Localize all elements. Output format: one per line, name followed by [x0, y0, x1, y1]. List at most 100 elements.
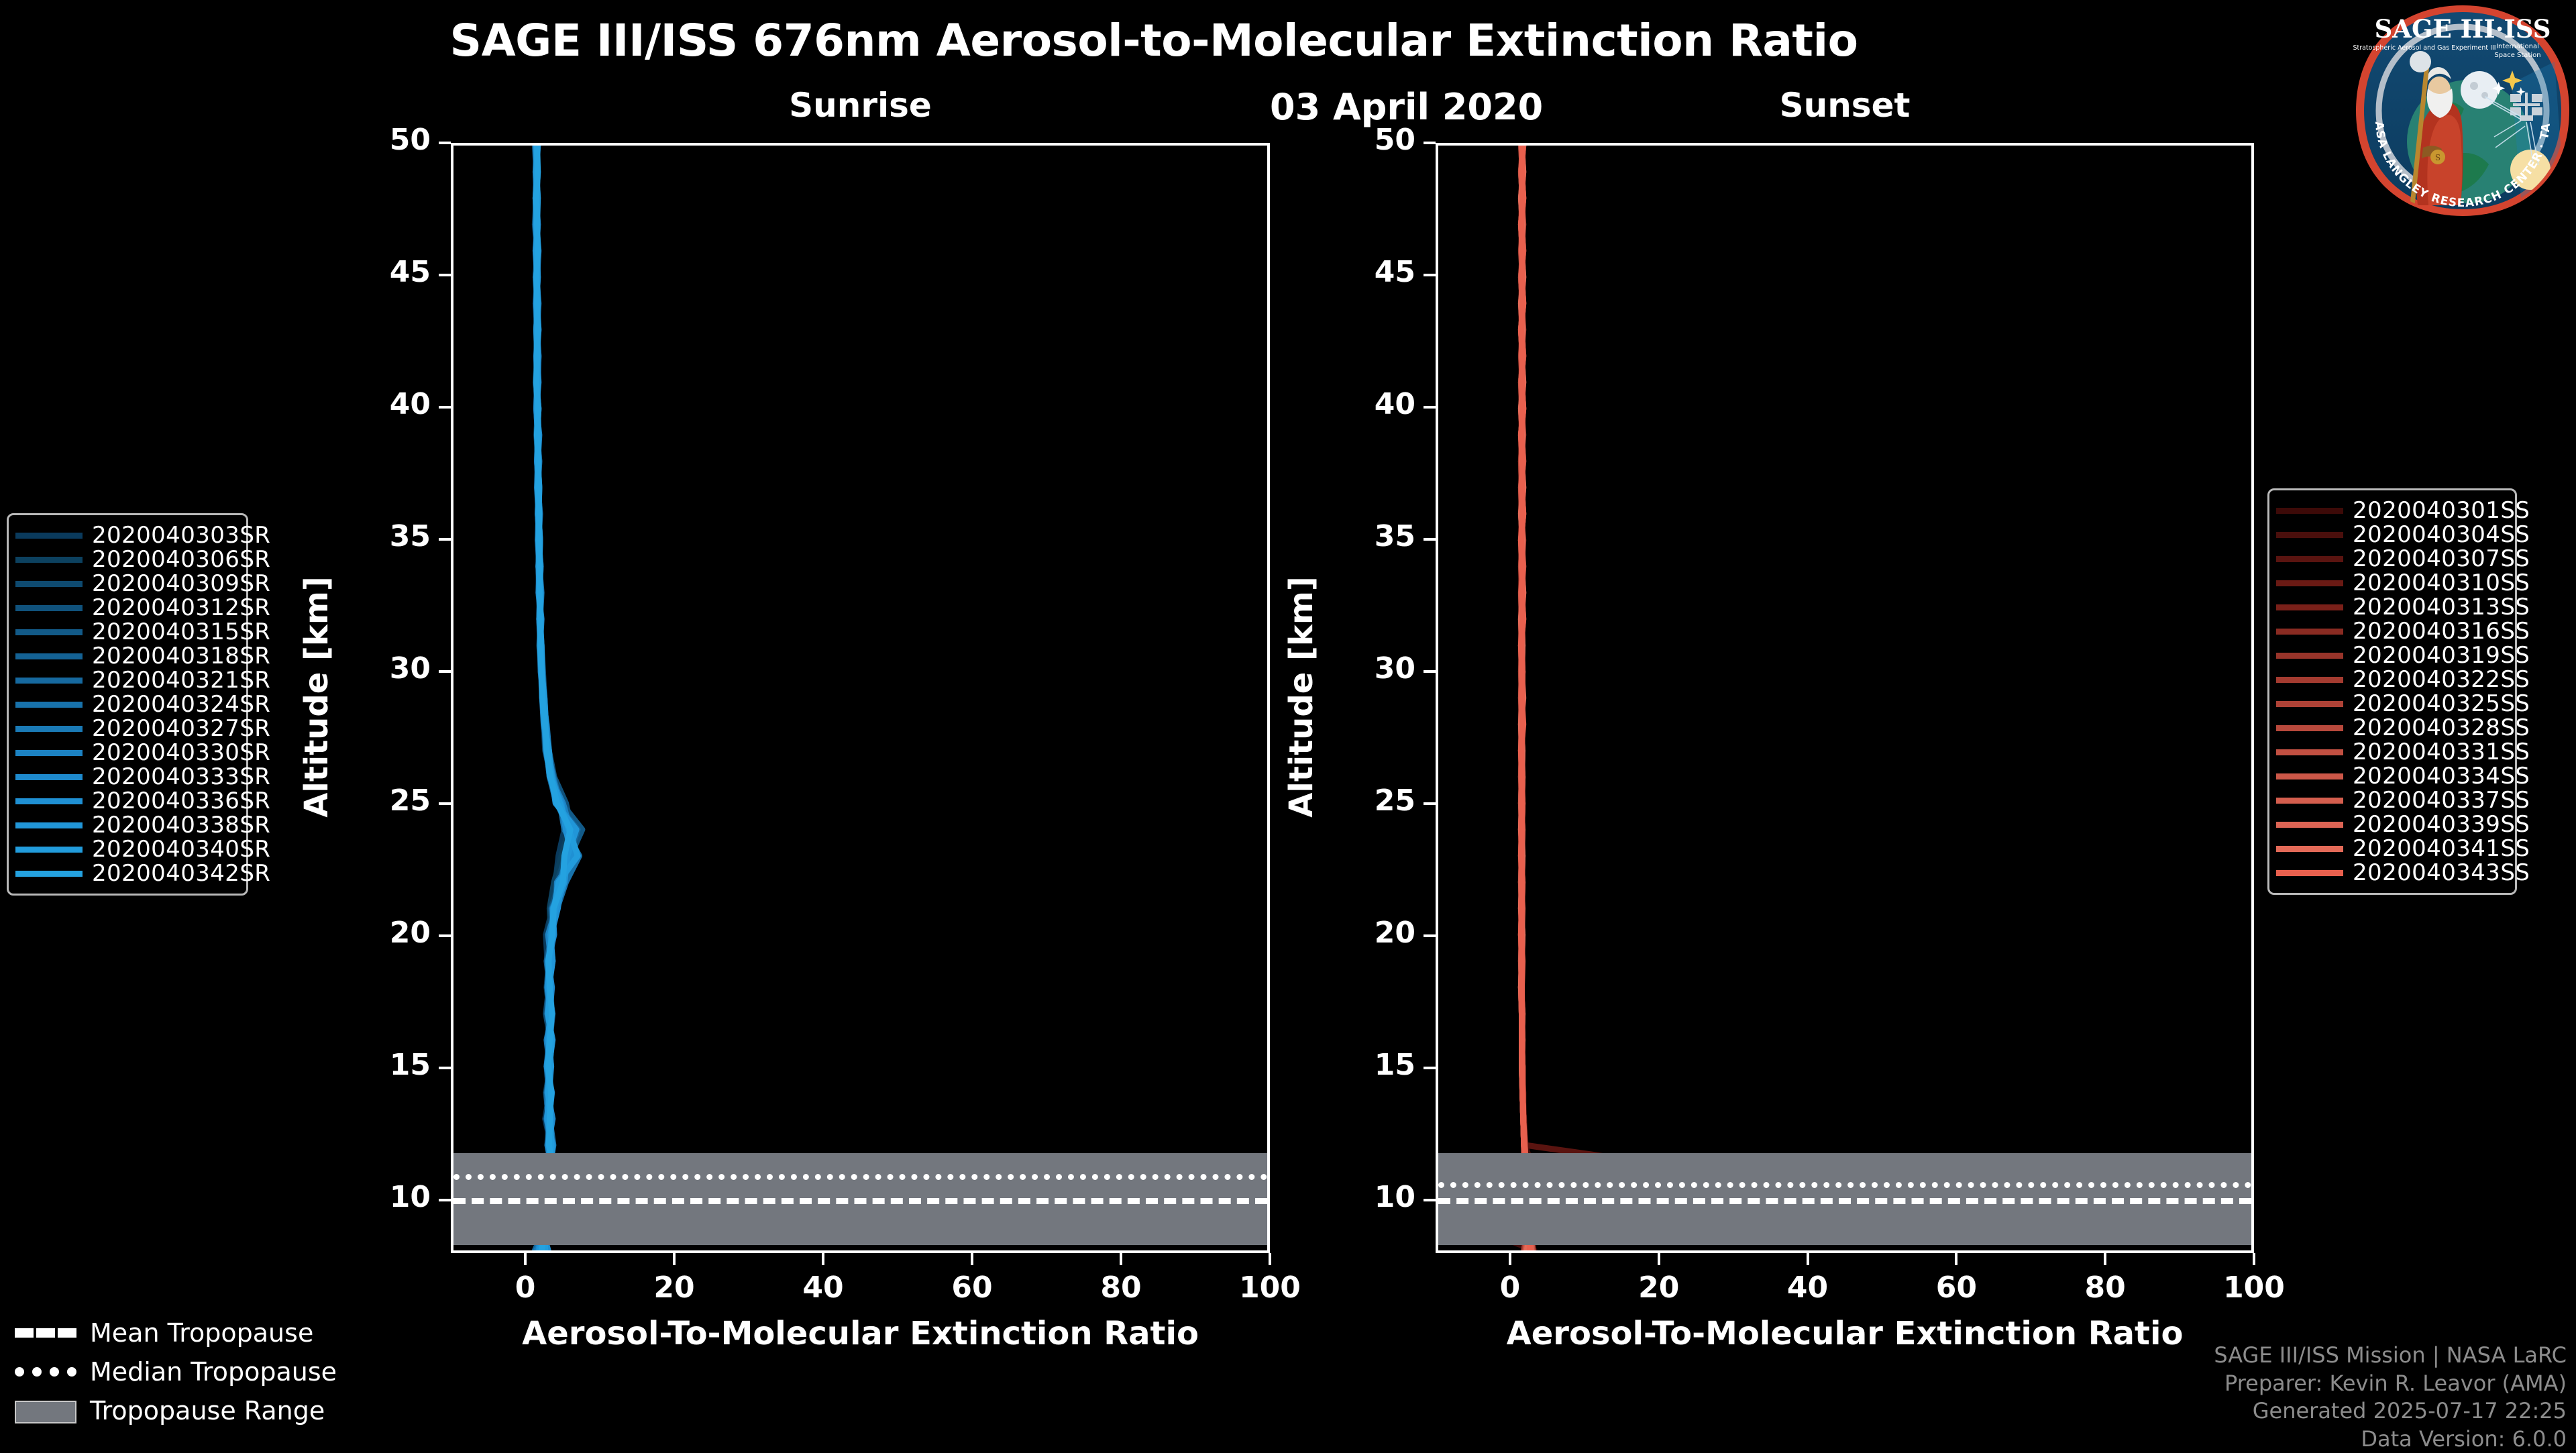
x-axis-tick-label: 20: [653, 1271, 695, 1305]
y-axis-tick-label: 35: [1374, 519, 1415, 554]
legend-item[interactable]: 2020040301SS: [2276, 497, 2530, 524]
tropopause-mean-line: [1438, 1197, 2251, 1204]
legend-item[interactable]: 2020040340SR: [15, 836, 270, 863]
legend-item-label: 2020040301SS: [2353, 497, 2530, 524]
legend-item[interactable]: 2020040331SS: [2276, 739, 2530, 765]
legend-item-label: 2020040343SS: [2353, 859, 2530, 886]
legend-item[interactable]: 2020040334SS: [2276, 763, 2530, 790]
legend-item[interactable]: 2020040325SS: [2276, 690, 2530, 717]
data-line: [1519, 146, 1712, 1250]
legend-color-swatch: [15, 846, 83, 853]
legend-item[interactable]: 2020040338SR: [15, 812, 270, 839]
legend-color-swatch: [2276, 676, 2343, 683]
legend-item[interactable]: 2020040333SR: [15, 763, 270, 790]
legend-item-label: 2020040328SS: [2353, 714, 2530, 741]
legend-color-swatch: [2276, 628, 2343, 635]
legend-item-label: 2020040324SR: [92, 691, 271, 718]
legend-item[interactable]: 2020040343SS: [2276, 859, 2530, 886]
x-axis-tick: [2253, 1253, 2255, 1265]
legend-item[interactable]: 2020040330SR: [15, 739, 270, 766]
legend-color-swatch: [2276, 845, 2343, 852]
legend-item[interactable]: 2020040337SS: [2276, 787, 2530, 814]
legend-item[interactable]: 2020040322SS: [2276, 666, 2530, 693]
x-axis-title: Aerosol-To-Molecular Extinction Ratio: [1506, 1315, 2184, 1352]
x-axis-tick: [822, 1253, 824, 1265]
legend-item-label: 2020040322SS: [2353, 666, 2530, 693]
legend-item-label: 2020040318SR: [92, 643, 271, 669]
tropopause-legend: Mean Tropopause Median Tropopause Tropopau…: [15, 1313, 364, 1430]
x-axis-tick-label: 100: [2223, 1271, 2285, 1305]
legend-item[interactable]: 2020040310SS: [2276, 570, 2530, 596]
sunrise-data-lines: [453, 146, 1267, 1250]
legend-item-label: 2020040334SS: [2353, 763, 2530, 790]
legend-item[interactable]: 2020040341SS: [2276, 835, 2530, 862]
legend-color-swatch: [2276, 797, 2343, 804]
data-line: [537, 146, 571, 1250]
legend-item-label: 2020040333SR: [92, 763, 271, 790]
legend-item[interactable]: 2020040328SS: [2276, 714, 2530, 741]
legend-item[interactable]: 2020040304SS: [2276, 521, 2530, 548]
legend-item-label: 2020040342SR: [92, 860, 271, 887]
tropopause-legend-item: Median Tropopause: [15, 1352, 364, 1391]
legend-color-swatch: [2276, 580, 2343, 586]
legend-item[interactable]: 2020040313SS: [2276, 594, 2530, 621]
legend-color-swatch: [15, 532, 83, 539]
legend-color-swatch: [15, 870, 83, 877]
legend-item-label: 2020040325SS: [2353, 690, 2530, 717]
credits-line: Generated 2025-07-17 22:25: [2252, 1398, 2567, 1424]
sunset-legend[interactable]: 2020040301SS 2020040304SS 2020040307SS 2020…: [2267, 488, 2530, 895]
tropopause-legend-label: Tropopause Range: [90, 1396, 325, 1425]
y-axis-tick: [1424, 1199, 1436, 1202]
y-axis-tick: [439, 670, 451, 674]
y-axis-tick-label: 30: [389, 651, 431, 686]
legend-item[interactable]: 2020040303SR: [15, 522, 270, 549]
legend-item-label: 2020040327SR: [92, 715, 271, 742]
legend-item[interactable]: 2020040327SR: [15, 715, 270, 742]
sunset-plot-panel: [1436, 143, 2254, 1253]
legend-color-swatch: [2276, 821, 2343, 828]
tropopause-legend-item: Mean Tropopause: [15, 1313, 364, 1352]
y-axis-title: Altitude [km]: [298, 576, 335, 818]
legend-item-label: 2020040331SS: [2353, 739, 2530, 765]
y-axis-tick: [1424, 934, 1436, 938]
sunrise-legend[interactable]: 2020040303SR 2020040306SR 2020040309SR 2020…: [7, 513, 270, 896]
legend-item[interactable]: 2020040342SR: [15, 860, 270, 887]
legend-item[interactable]: 2020040321SR: [15, 667, 270, 694]
legend-item[interactable]: 2020040306SR: [15, 546, 270, 573]
legend-item-label: 2020040315SR: [92, 618, 271, 645]
legend-color-swatch: [2276, 749, 2343, 755]
legend-color-swatch: [2276, 700, 2343, 707]
y-axis-tick: [1424, 1067, 1436, 1070]
sage-iii-iss-mission-patch-logo: S SAGE III·ISS Stratospheric Aerosol and…: [2348, 0, 2572, 217]
y-axis-tick-label: 50: [389, 123, 431, 157]
median-tropopause-key-icon: [15, 1364, 76, 1379]
legend-item-label: 2020040304SS: [2353, 521, 2530, 548]
mission-patch-icon: S SAGE III·ISS Stratospheric Aerosol and…: [2348, 0, 2569, 216]
legend-item[interactable]: 2020040307SS: [2276, 545, 2530, 572]
legend-color-swatch: [15, 798, 83, 804]
y-axis-tick: [439, 274, 451, 277]
legend-item[interactable]: 2020040315SR: [15, 618, 270, 645]
legend-item[interactable]: 2020040316SS: [2276, 618, 2530, 645]
legend-item[interactable]: 2020040339SS: [2276, 811, 2530, 838]
legend-item-label: 2020040303SR: [92, 522, 271, 549]
legend-item-label: 2020040309SR: [92, 570, 271, 597]
tropopause-range-key-icon: [15, 1401, 76, 1423]
legend-item-label: 2020040307SS: [2353, 545, 2530, 572]
mean-tropopause-key-icon: [15, 1326, 76, 1340]
sunset-data-lines: [1438, 146, 2251, 1250]
legend-item-label: 2020040340SR: [92, 836, 271, 863]
legend-item-label: 2020040338SR: [92, 812, 271, 839]
legend-item[interactable]: 2020040309SR: [15, 570, 270, 597]
legend-item[interactable]: 2020040324SR: [15, 691, 270, 718]
legend-item[interactable]: 2020040319SS: [2276, 642, 2530, 669]
legend-item[interactable]: 2020040312SR: [15, 594, 270, 621]
y-axis-tick-label: 40: [389, 387, 431, 422]
y-axis-tick: [1424, 142, 1436, 144]
legend-item[interactable]: 2020040336SR: [15, 788, 270, 814]
y-axis-tick: [1424, 406, 1436, 409]
legend-color-swatch: [15, 773, 83, 780]
legend-color-swatch: [2276, 507, 2343, 514]
legend-item[interactable]: 2020040318SR: [15, 643, 270, 669]
y-axis-tick: [1424, 274, 1436, 277]
